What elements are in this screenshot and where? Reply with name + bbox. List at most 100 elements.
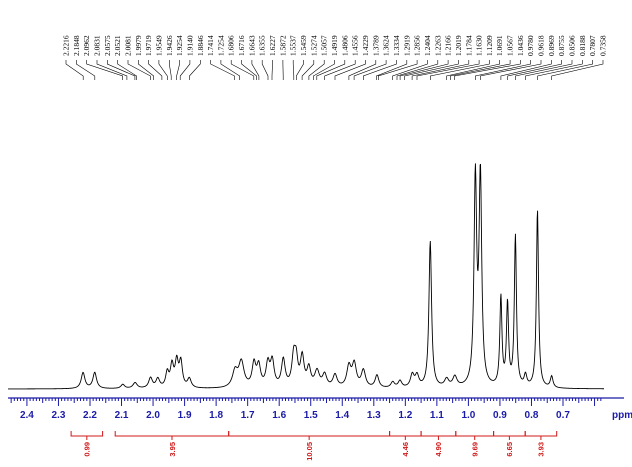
peak-label: 2.0575 xyxy=(103,35,112,56)
x-tick-label: 1.2 xyxy=(398,410,412,421)
peak-label-connector xyxy=(396,60,439,80)
peak-label-connector xyxy=(363,60,397,80)
peak-label-connector xyxy=(454,60,521,80)
peak-label: 1.0691 xyxy=(495,35,504,56)
peak-label-connector xyxy=(127,60,151,80)
peak-label-connector xyxy=(65,60,84,80)
peak-label-connector xyxy=(179,60,191,80)
x-tick-label: 2.1 xyxy=(115,410,129,421)
peak-label-connector xyxy=(399,60,449,80)
x-tick-label: 1.1 xyxy=(430,410,444,421)
peak-label: 0.7807 xyxy=(588,35,597,56)
x-tick-label: 0.9 xyxy=(493,410,507,421)
integral-value: 3.93 xyxy=(537,442,546,457)
peak-label-connector xyxy=(348,60,377,80)
peak-label: 1.9140 xyxy=(185,35,194,56)
peak-label-connector xyxy=(475,60,531,80)
peak-label-connector xyxy=(416,60,480,80)
peak-label-connector xyxy=(176,60,180,80)
x-tick-label: 2.4 xyxy=(20,410,34,421)
peak-label: 1.3624 xyxy=(382,35,391,56)
peak-label-connector xyxy=(96,60,128,80)
integral-bracket xyxy=(228,431,391,437)
peak-label-connector xyxy=(324,60,356,80)
peak-label-connector xyxy=(301,60,315,80)
peak-label-connector xyxy=(334,60,366,80)
peak-label-connector xyxy=(76,60,96,80)
peak-label-connector xyxy=(404,60,459,80)
integral-value: 6.65 xyxy=(505,442,514,457)
x-tick-label: 2.0 xyxy=(146,410,160,421)
peak-label: 1.2263 xyxy=(433,35,442,56)
integral-value: 10.05 xyxy=(305,442,314,461)
integral-bracket xyxy=(420,431,457,437)
peak-label-connectors xyxy=(65,60,604,80)
peak-label-connector xyxy=(507,60,562,80)
peak-label-connector xyxy=(316,60,346,80)
peak-label: 1.4806 xyxy=(340,35,349,56)
peak-label: 1.6716 xyxy=(237,35,246,56)
peak-label: 1.9254 xyxy=(175,35,184,56)
peak-label: 0.8755 xyxy=(557,35,566,56)
peak-label-connector xyxy=(525,60,583,80)
peak-label: 1.3789 xyxy=(371,35,380,56)
peak-label: 1.5459 xyxy=(299,35,308,56)
peak-label: 0.8506 xyxy=(568,35,577,56)
peak-label-connector xyxy=(376,60,408,80)
peak-label: 0.9618 xyxy=(537,35,546,56)
peak-label: 1.1630 xyxy=(475,35,484,56)
integral-bracket xyxy=(455,431,495,437)
peak-label: 1.1209 xyxy=(485,35,494,56)
peak-label-connector xyxy=(515,60,573,80)
peak-label-connector xyxy=(480,60,542,80)
peak-label: 1.2019 xyxy=(454,35,463,56)
x-axis: 2.4 2.3 2.2 2.1 2.0 1.9 1.8 1.7 1.6 1.5 1.4 1.3 1.2 1… xyxy=(8,397,624,421)
peak-label: 1.4229 xyxy=(361,35,370,56)
peak-label: 1.4556 xyxy=(351,35,360,56)
integral-bracket xyxy=(524,431,558,437)
peak-label: 1.6806 xyxy=(227,35,236,56)
peak-label-connector xyxy=(210,60,235,80)
x-tick-label: 1.5 xyxy=(304,410,318,421)
peak-label: 1.5274 xyxy=(309,35,318,56)
peak-label: 1.9719 xyxy=(144,35,153,56)
peak-label: 0.8969 xyxy=(547,35,556,56)
integral-group: 0.99 3.95 10.05 4.46 4.90 9.69 6.65 3.93 xyxy=(70,431,558,461)
peak-label-connector xyxy=(378,60,418,80)
peak-label: 1.0436 xyxy=(516,35,525,56)
peak-label-connector xyxy=(537,60,593,80)
peak-label: 2.2216 xyxy=(62,35,71,56)
peak-label: 2.0081 xyxy=(124,35,133,56)
peak-label-connector xyxy=(189,60,201,80)
peak-label: 2.0831 xyxy=(93,35,102,56)
integral-bracket xyxy=(70,431,104,437)
x-tick-label: 1.8 xyxy=(209,410,223,421)
peak-label: 1.2856 xyxy=(413,35,422,56)
peak-label: 1.5057 xyxy=(320,35,329,56)
peak-label-connector xyxy=(271,60,273,80)
peak-label: 2.1848 xyxy=(72,35,81,56)
peak-label-connector xyxy=(241,60,257,80)
integral-value: 0.99 xyxy=(83,442,92,457)
peak-label: 1.0567 xyxy=(506,35,515,56)
peak-label-connector xyxy=(148,60,163,80)
peak-label: 1.2166 xyxy=(444,35,453,56)
peak-label-connector xyxy=(392,60,428,80)
peak-label: 1.2404 xyxy=(423,35,432,56)
peak-label-connector xyxy=(138,60,154,80)
peak-label: 0.9780 xyxy=(526,35,535,56)
x-tick-label: 2.2 xyxy=(83,410,97,421)
peak-label-connector xyxy=(292,60,295,80)
peak-label-connector xyxy=(169,60,172,80)
peak-label-connector xyxy=(430,60,490,80)
peak-label: 1.7254 xyxy=(216,35,225,56)
x-tick-label: 1.7 xyxy=(241,410,255,421)
integral-value: 3.95 xyxy=(168,442,177,457)
peak-label: 1.9979 xyxy=(134,35,143,56)
peak-label-connector xyxy=(261,60,269,80)
peak-label: 0.7358 xyxy=(599,35,608,56)
peak-label-connector xyxy=(500,60,552,80)
peak-label: 1.6227 xyxy=(268,35,277,56)
peak-label-connector xyxy=(353,60,387,80)
peak-label: 1.1784 xyxy=(464,35,473,56)
